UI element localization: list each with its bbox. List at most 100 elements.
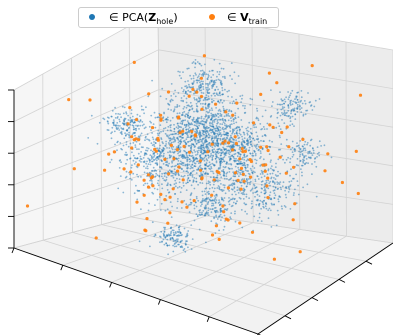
pca-point	[330, 156, 333, 159]
train-point	[192, 199, 196, 203]
pca-point	[209, 118, 212, 121]
pca-point	[149, 154, 152, 157]
pca-point	[153, 235, 156, 238]
train-point	[227, 141, 231, 145]
pca-point	[191, 119, 194, 122]
pca-point	[196, 105, 199, 108]
pca-point	[156, 156, 159, 158]
pca-point	[202, 152, 205, 155]
pca-point	[290, 112, 292, 115]
pca-point	[139, 155, 142, 158]
pca-point	[239, 95, 242, 97]
pca-point	[198, 147, 200, 150]
pca-point	[271, 172, 274, 175]
pca-point	[255, 199, 258, 202]
grid-line	[159, 168, 393, 205]
pca-point	[235, 157, 237, 160]
pca-point	[295, 173, 297, 176]
pca-point	[126, 133, 128, 136]
pca-point	[199, 201, 202, 204]
pca-point	[243, 158, 246, 161]
pca-point	[185, 97, 188, 100]
pca-point	[216, 140, 219, 143]
pca-point	[243, 189, 246, 191]
pca-point	[174, 150, 176, 153]
train-point	[214, 102, 218, 106]
pca-point	[247, 142, 249, 145]
pca-point	[140, 176, 142, 178]
pca-point	[120, 127, 123, 129]
pca-point	[201, 148, 204, 151]
grid-line	[158, 49, 393, 89]
pca-point	[290, 148, 292, 151]
pca-point	[145, 167, 147, 170]
pca-point	[235, 127, 238, 130]
pca-point	[186, 167, 188, 169]
pca-point	[216, 120, 219, 122]
pca-point	[229, 167, 231, 170]
pca-point	[279, 128, 282, 131]
pca-point	[119, 175, 122, 178]
pca-point	[201, 82, 204, 85]
pca-point	[173, 173, 176, 175]
pca-point	[222, 133, 225, 136]
pca-point	[213, 176, 215, 179]
pca-point	[219, 166, 222, 169]
pca-point	[194, 59, 197, 61]
pca-point	[256, 193, 259, 196]
train-point	[150, 126, 155, 130]
pca-point	[244, 105, 246, 107]
train-point	[231, 148, 235, 152]
pca-point	[257, 137, 260, 140]
train-point	[146, 185, 151, 189]
pca-point	[281, 154, 283, 157]
pca-point	[309, 101, 312, 103]
pca-point	[261, 173, 264, 175]
pca-point	[289, 184, 292, 187]
x-axis-tick	[157, 299, 161, 305]
pca-point	[140, 208, 142, 211]
pca-point	[230, 146, 233, 148]
pca-point	[172, 141, 175, 143]
pca-point	[204, 128, 207, 131]
pca-point	[221, 118, 223, 121]
pca-point	[183, 123, 186, 126]
pca-point	[248, 149, 251, 152]
pca-point	[225, 115, 228, 117]
pca-point	[234, 116, 237, 119]
pca-point	[195, 205, 198, 208]
pca-point	[207, 116, 210, 118]
train-point	[166, 221, 170, 225]
pca-point	[285, 158, 288, 161]
pca-point	[192, 77, 195, 80]
pca-point	[190, 139, 193, 141]
pca-point	[188, 117, 191, 119]
pca-point	[135, 161, 137, 164]
pca-point	[228, 89, 230, 92]
pca-point	[216, 187, 219, 189]
pca-point	[221, 123, 224, 126]
pca-point	[255, 144, 258, 147]
pca-point	[249, 143, 252, 146]
pca-point	[102, 117, 105, 120]
pca-point	[236, 129, 239, 132]
pca-point	[210, 94, 213, 97]
pca-point	[117, 127, 120, 129]
pca-point	[199, 164, 202, 167]
pca-point	[268, 182, 271, 185]
pca-point	[216, 174, 219, 177]
grid-line	[100, 41, 102, 225]
pca-point	[229, 123, 232, 126]
pca-point	[227, 95, 230, 98]
pca-point	[113, 130, 116, 133]
train-point	[180, 200, 184, 204]
pca-point	[227, 132, 229, 135]
pca-point	[257, 141, 260, 143]
pca-point	[248, 197, 251, 200]
train-point	[214, 224, 218, 228]
pca-point	[174, 174, 177, 177]
pca-point	[195, 154, 197, 156]
pca-point	[195, 142, 198, 145]
pca-point	[190, 144, 193, 147]
pca-point	[294, 150, 296, 153]
